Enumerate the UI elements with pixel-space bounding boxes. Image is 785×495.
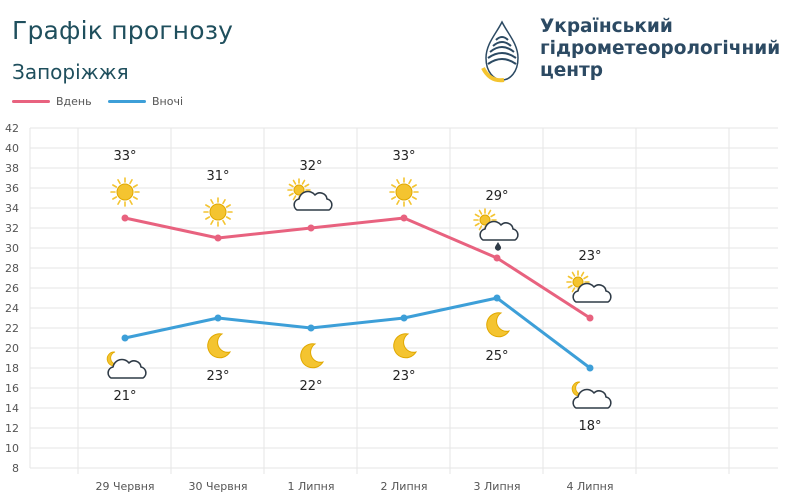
data-label-night: 18° [578,419,601,434]
data-point-night [586,364,594,372]
y-tick-label: 26 [5,282,19,295]
y-tick-label: 38 [5,162,19,175]
org-name: Український гідрометеорологічний центр [540,16,780,82]
chart-subtitle-city: Запоріжжя [12,60,129,84]
x-tick-label: 2 Липня [381,480,428,493]
moon-icon [300,343,325,369]
data-point-day [121,214,129,222]
y-tick-label: 22 [5,322,19,335]
data-point-night [493,294,501,302]
x-tick-label: 3 Липня [474,480,521,493]
data-label-day: 33° [113,149,136,164]
y-tick-label: 40 [5,142,19,155]
moon-icon [207,333,232,359]
data-label-night: 23° [206,369,229,384]
y-tick-label: 14 [5,402,19,415]
legend-label-day: Вдень [56,95,92,108]
y-tick-label: 28 [5,262,19,275]
data-label-day: 32° [299,159,322,174]
series-line-night [124,296,591,370]
moon-icon [486,312,511,338]
chart-title: Графік прогнозу [12,16,234,45]
data-point-night [307,324,315,332]
sun-icon [389,177,419,207]
x-tick-label: 30 Червня [188,480,247,493]
legend-swatch-night [108,100,146,103]
sun-cloud-rain-icon [473,208,519,251]
x-tick-label: 29 Червня [95,480,154,493]
moon-cloud-icon [106,351,147,379]
legend-label-night: Вночі [152,95,184,108]
data-label-night: 21° [113,389,136,404]
org-name-line1: Український [540,16,673,37]
data-label-day: 23° [578,249,601,264]
data-label-day: 29° [485,189,508,204]
data-label-day: 33° [392,149,415,164]
data-label-night: 23° [392,369,415,384]
legend-item-day[interactable]: Вдень [12,95,92,108]
sun-cloud-icon [566,270,612,303]
data-point-day [586,314,594,322]
sun-icon [203,197,233,227]
moon-cloud-icon [571,381,612,409]
y-tick-label: 34 [5,202,19,215]
x-tick-label: 4 Липня [567,480,614,493]
y-tick-label: 36 [5,182,19,195]
legend-swatch-day [12,100,50,103]
y-tick-label: 20 [5,342,19,355]
y-tick-label: 42 [5,122,19,135]
y-tick-label: 16 [5,382,19,395]
y-tick-label: 8 [12,462,19,475]
data-point-day [307,224,315,232]
data-point-night [400,314,408,322]
sun-cloud-icon [287,178,333,211]
data-point-day [400,214,408,222]
y-tick-label: 12 [5,422,19,435]
org-name-line3: центр [540,60,604,81]
moon-icon [393,333,418,359]
y-tick-label: 32 [5,222,19,235]
x-tick-label: 1 Липня [288,480,335,493]
legend-item-night[interactable]: Вночі [108,95,183,108]
series-line-day [124,216,591,320]
data-label-night: 25° [485,349,508,364]
data-point-day [493,254,501,262]
sun-icon [110,177,140,207]
org-name-line2: гідрометеорологічний [540,38,781,59]
data-label-night: 22° [299,379,322,394]
data-point-night [121,334,129,342]
data-label-day: 31° [206,169,229,184]
y-tick-label: 10 [5,442,19,455]
y-tick-label: 18 [5,362,19,375]
ukrhydromet-logo-icon [481,20,519,83]
y-tick-label: 30 [5,242,19,255]
data-point-night [214,314,222,322]
data-point-day [214,234,222,242]
y-tick-label: 24 [5,302,19,315]
